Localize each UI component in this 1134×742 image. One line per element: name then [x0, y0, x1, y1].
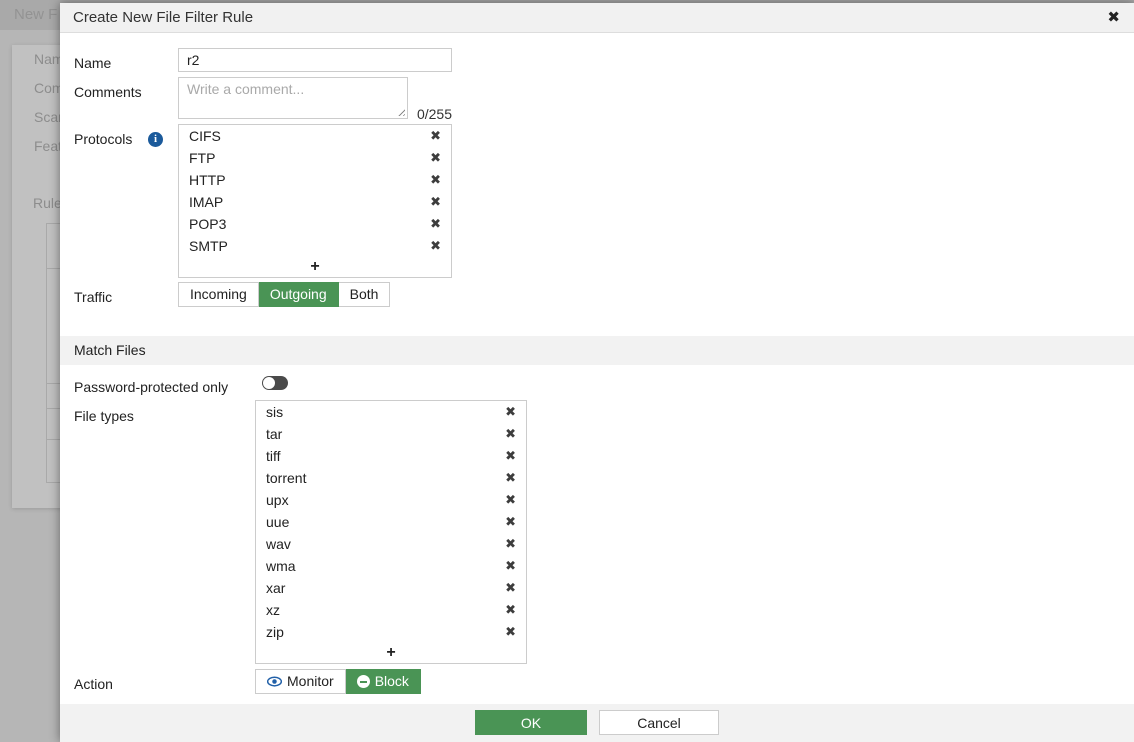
dialog-title: Create New File Filter Rule	[73, 9, 254, 26]
file-type-list-item: tiff ✖	[256, 445, 526, 467]
remove-icon[interactable]: ✖	[505, 602, 516, 617]
background-section-label: Rule	[33, 195, 62, 211]
eye-icon	[267, 676, 282, 687]
add-protocol-button[interactable]: +	[310, 258, 320, 275]
remove-icon[interactable]: ✖	[430, 238, 441, 253]
match-files-section-header: Match Files	[60, 336, 1134, 365]
password-protected-label: Password-protected only	[74, 379, 229, 395]
file-type-list-item: tar ✖	[256, 423, 526, 445]
file-types-listbox: sis ✖ tar ✖ tiff ✖ torrent ✖	[255, 400, 527, 664]
remove-icon[interactable]: ✖	[505, 558, 516, 573]
action-option-block[interactable]: Block	[345, 669, 421, 694]
action-monitor-label: Monitor	[287, 673, 334, 689]
dialog-footer: OK Cancel	[60, 704, 1134, 742]
action-label: Action	[74, 676, 113, 692]
traffic-option-both[interactable]: Both	[338, 282, 391, 307]
file-type-list-item: wav ✖	[256, 533, 526, 555]
file-type-label: xar	[266, 580, 286, 596]
file-type-label: tiff	[266, 448, 281, 464]
remove-icon[interactable]: ✖	[430, 150, 441, 165]
file-type-label: uue	[266, 514, 290, 530]
ok-button[interactable]: OK	[475, 710, 587, 735]
traffic-option-incoming[interactable]: Incoming	[178, 282, 259, 307]
protocol-label: IMAP	[189, 194, 224, 210]
remove-icon[interactable]: ✖	[430, 128, 441, 143]
remove-icon[interactable]: ✖	[505, 404, 516, 419]
dialog-body: Name Comments 0/255 Protocols i CIFS ✖ F…	[60, 34, 1134, 704]
remove-icon[interactable]: ✖	[505, 470, 516, 485]
action-segmented-control: Monitor Block	[255, 669, 421, 694]
comments-textarea[interactable]	[178, 77, 408, 119]
remove-icon[interactable]: ✖	[505, 624, 516, 639]
action-option-monitor[interactable]: Monitor	[255, 669, 346, 694]
file-type-label: sis	[266, 404, 284, 420]
remove-icon[interactable]: ✖	[430, 216, 441, 231]
background-label: Nam	[34, 51, 64, 67]
file-type-label: tar	[266, 426, 283, 442]
background-page-title: New F	[14, 6, 58, 23]
protocol-label: SMTP	[189, 238, 228, 254]
protocol-list-item: HTTP ✖	[179, 169, 451, 191]
password-protected-toggle[interactable]	[262, 376, 288, 390]
protocol-list-item: CIFS ✖	[179, 125, 451, 147]
file-type-label: wma	[266, 558, 296, 574]
create-file-filter-rule-dialog: Create New File Filter Rule ✖ Name Comme…	[60, 3, 1134, 742]
traffic-label: Traffic	[74, 289, 113, 305]
file-type-list-item: torrent ✖	[256, 467, 526, 489]
protocol-label: FTP	[189, 150, 216, 166]
remove-icon[interactable]: ✖	[505, 448, 516, 463]
remove-icon[interactable]: ✖	[430, 194, 441, 209]
traffic-option-outgoing[interactable]: Outgoing	[258, 282, 339, 307]
file-type-list-item: sis ✖	[256, 401, 526, 423]
protocol-list-item: IMAP ✖	[179, 191, 451, 213]
file-type-label: zip	[266, 624, 284, 640]
file-type-list-item: wma ✖	[256, 555, 526, 577]
dialog-header: Create New File Filter Rule ✖	[60, 3, 1134, 33]
remove-icon[interactable]: ✖	[505, 426, 516, 441]
protocol-list-item: SMTP ✖	[179, 235, 451, 257]
remove-icon[interactable]: ✖	[430, 172, 441, 187]
action-block-label: Block	[374, 673, 409, 689]
cancel-button[interactable]: Cancel	[599, 710, 719, 735]
protocol-list-item: POP3 ✖	[179, 213, 451, 235]
protocol-label: HTTP	[189, 172, 226, 188]
background-label: Scan	[34, 109, 66, 125]
add-file-type-button[interactable]: +	[386, 644, 396, 661]
file-type-label: xz	[266, 602, 280, 618]
file-type-list-item: uue ✖	[256, 511, 526, 533]
protocol-label: CIFS	[189, 128, 221, 144]
match-files-section-title: Match Files	[74, 342, 146, 358]
file-type-label: torrent	[266, 470, 307, 486]
info-icon[interactable]: i	[148, 132, 163, 147]
file-type-list-item: xz ✖	[256, 599, 526, 621]
close-icon[interactable]: ✖	[1107, 9, 1120, 26]
name-input[interactable]	[178, 48, 452, 72]
file-type-list-item: xar ✖	[256, 577, 526, 599]
background-label: Feat	[34, 138, 63, 154]
remove-icon[interactable]: ✖	[505, 536, 516, 551]
file-type-list-item: upx ✖	[256, 489, 526, 511]
protocol-label: POP3	[189, 216, 227, 232]
file-type-list-item: zip ✖	[256, 621, 526, 643]
protocols-label: Protocols	[74, 131, 133, 147]
file-type-label: wav	[266, 536, 291, 552]
background-label: Com	[34, 80, 64, 96]
traffic-segmented-control: Incoming Outgoing Both	[178, 282, 391, 307]
remove-icon[interactable]: ✖	[505, 492, 516, 507]
name-label: Name	[74, 55, 112, 71]
comments-char-counter: 0/255	[416, 106, 452, 122]
file-type-label: upx	[266, 492, 289, 508]
block-icon	[356, 675, 370, 688]
protocol-list-item: FTP ✖	[179, 147, 451, 169]
file-types-label: File types	[74, 408, 134, 424]
comments-label: Comments	[74, 84, 142, 100]
protocols-listbox: CIFS ✖ FTP ✖ HTTP ✖ IMAP ✖	[178, 124, 452, 278]
remove-icon[interactable]: ✖	[505, 580, 516, 595]
remove-icon[interactable]: ✖	[505, 514, 516, 529]
